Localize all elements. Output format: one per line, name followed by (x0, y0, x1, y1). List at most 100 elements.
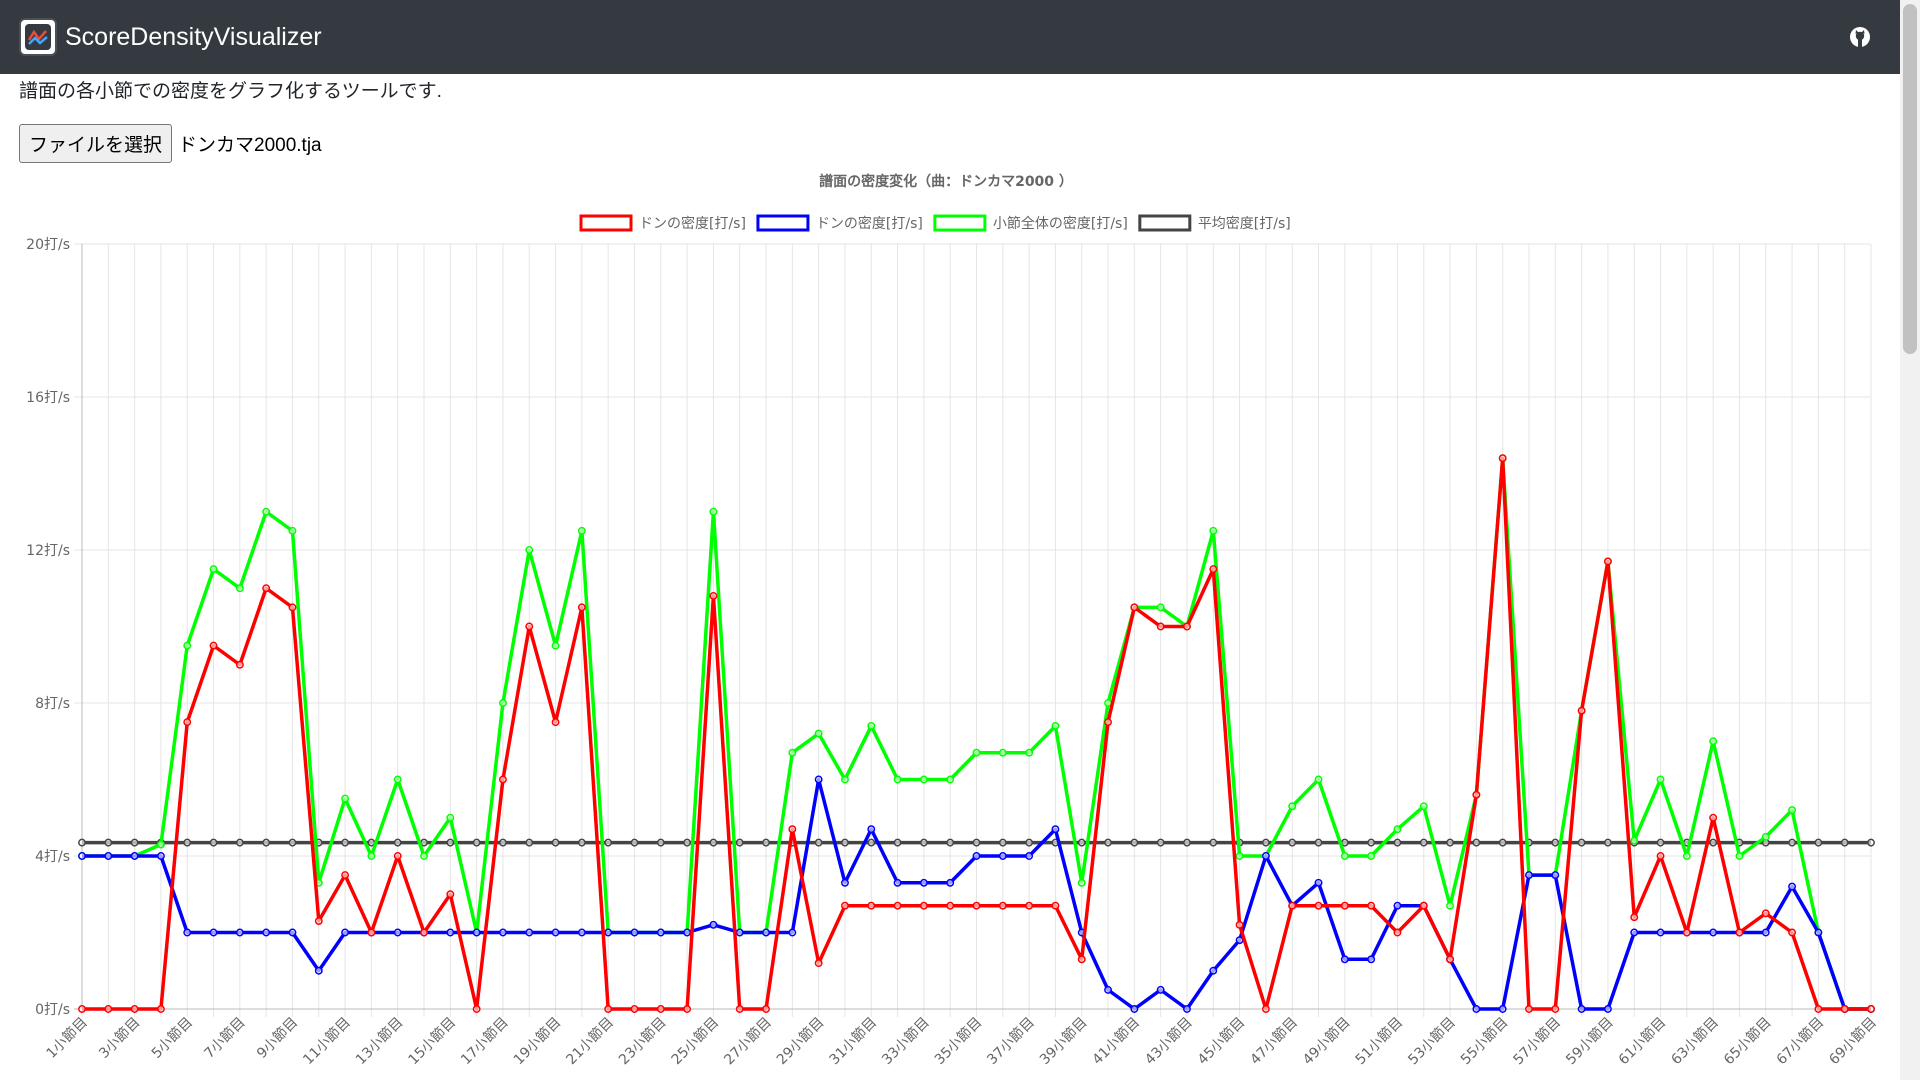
legend-swatch-1 (756, 214, 810, 232)
y-tick-label: 4打/s (35, 848, 70, 865)
series-point-1 (1709, 928, 1718, 937)
series-point-2 (788, 748, 797, 757)
series-point-1 (841, 878, 849, 887)
series-point-1 (1367, 955, 1376, 964)
series-point-1 (1209, 966, 1218, 975)
series-point-0 (1551, 1005, 1560, 1013)
series-point-0 (446, 890, 455, 899)
series-point-0 (341, 871, 350, 880)
x-tick-label: 31小節目 (826, 1014, 880, 1068)
legend-swatch-0 (579, 214, 633, 232)
x-tick-label: 43小節目 (1141, 1014, 1195, 1068)
series-point-0 (841, 901, 849, 910)
x-tick-label: 45小節目 (1194, 1014, 1248, 1068)
series-point-2 (841, 775, 849, 784)
series-point-3 (735, 838, 744, 847)
github-icon[interactable] (1848, 25, 1872, 49)
legend-label-3: 平均密度[打/s] (1198, 215, 1291, 232)
series-point-2 (867, 722, 876, 730)
series-point-0 (209, 641, 218, 650)
series-point-2 (183, 641, 192, 650)
series-point-2 (288, 526, 297, 535)
series-point-3 (867, 838, 876, 847)
series-point-3 (1209, 838, 1218, 847)
series-point-1 (919, 878, 928, 887)
series-point-1 (498, 928, 507, 937)
series-point-0 (1867, 1005, 1875, 1013)
series-point-2 (1209, 526, 1218, 535)
series-point-2 (209, 565, 218, 574)
x-tick-label: 57小節目 (1510, 1014, 1564, 1068)
series-point-0 (367, 928, 376, 937)
series-point-0 (919, 901, 928, 910)
series-point-0 (1472, 790, 1481, 799)
series-point-3 (1393, 838, 1402, 847)
series-point-0 (183, 718, 192, 727)
series-point-3 (1840, 838, 1849, 847)
series-point-0 (1498, 454, 1507, 463)
series-point-3 (288, 838, 297, 847)
series-point-1 (472, 928, 481, 937)
series-point-0 (551, 718, 560, 727)
series-point-0 (709, 591, 718, 600)
series-point-3 (972, 838, 981, 847)
series-point-2 (420, 852, 428, 860)
series-point-1 (946, 878, 955, 887)
series-point-0 (472, 1005, 481, 1013)
series-point-3 (762, 838, 770, 847)
series-point-3 (1498, 838, 1507, 847)
series-point-3 (1814, 838, 1823, 847)
series-point-2 (367, 852, 376, 860)
series-point-1 (893, 878, 902, 887)
choose-file-button[interactable]: ファイルを選択 (19, 124, 173, 163)
legend-swatch-2 (933, 214, 987, 232)
brand[interactable]: ScoreDensityVisualizer (19, 18, 322, 56)
series-point-3 (341, 838, 350, 847)
series-point-3 (1656, 838, 1665, 847)
series-point-0 (1025, 901, 1034, 910)
series-point-1 (262, 928, 271, 937)
series-point-0 (1235, 920, 1244, 929)
series-point-2 (1288, 802, 1297, 811)
scrollbar[interactable] (1900, 0, 1920, 1080)
series-point-2 (1682, 852, 1691, 860)
series-point-1 (183, 928, 192, 937)
x-tick-label: 3小節目 (95, 1014, 143, 1062)
series-point-3 (1130, 838, 1139, 847)
series-point-2 (709, 507, 718, 516)
series-point-2 (1340, 852, 1349, 860)
series-point-0 (1577, 706, 1586, 715)
series-point-0 (78, 1005, 86, 1013)
series-point-3 (683, 838, 692, 847)
series-point-1 (446, 928, 455, 937)
series-point-2 (1788, 806, 1797, 815)
series-point-2 (1077, 878, 1086, 887)
series-point-3 (604, 838, 613, 847)
series-point-0 (1709, 813, 1718, 822)
legend-label-1: ドンの密度[打/s] (816, 215, 923, 232)
series-point-1 (393, 928, 402, 937)
series-point-1 (1051, 825, 1060, 834)
series-point-0 (130, 1005, 139, 1013)
series-point-3 (525, 838, 534, 847)
series-point-3 (78, 838, 86, 847)
series-point-0 (1367, 901, 1376, 910)
series-point-3 (919, 838, 928, 847)
series-point-3 (130, 838, 139, 847)
series-point-3 (446, 838, 455, 847)
series-point-3 (946, 838, 955, 847)
file-picker: ファイルを選択 ドンカマ2000.tja (19, 124, 322, 163)
series-point-0 (288, 603, 297, 612)
series-point-0 (1419, 901, 1428, 910)
series-point-3 (1314, 838, 1323, 847)
series-point-2 (919, 775, 928, 784)
x-tick-label: 47小節目 (1247, 1014, 1301, 1068)
scrollbar-thumb[interactable] (1903, 4, 1917, 354)
series-point-1 (1498, 1005, 1507, 1013)
series-point-1 (683, 928, 692, 937)
series-point-1 (788, 928, 797, 937)
series-point-1 (1630, 928, 1639, 937)
series-point-0 (1104, 718, 1112, 727)
series-point-0 (735, 1005, 744, 1013)
series-point-2 (972, 748, 981, 757)
